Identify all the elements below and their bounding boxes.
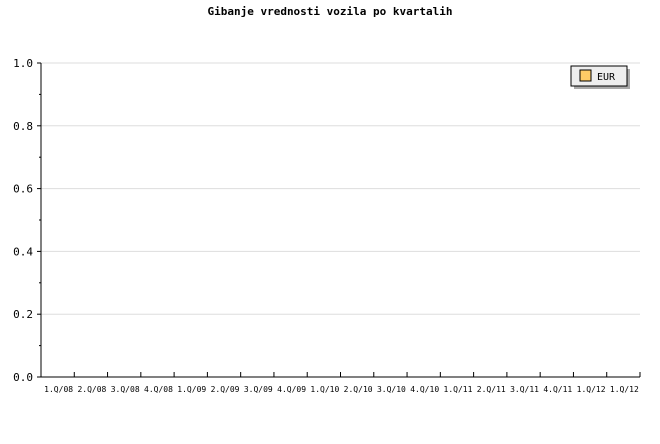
x-tick-label: 2.Q/11 <box>477 385 506 394</box>
y-tick-label: 0.6 <box>13 183 33 196</box>
chart-title: Gibanje vrednosti vozila po kvartalih <box>207 5 452 18</box>
x-tick-label: 1.Q/10 <box>310 385 339 394</box>
x-tick-label: 4.Q/10 <box>410 385 439 394</box>
y-tick-label: 0.2 <box>13 308 33 321</box>
x-tick-label: 4.Q/11 <box>543 385 572 394</box>
x-tick-label: 3.Q/09 <box>244 385 273 394</box>
legend-label-eur: EUR <box>597 72 616 83</box>
x-tick-label: 3.Q/08 <box>111 385 140 394</box>
x-tick-label: 1.Q/12 <box>610 385 639 394</box>
legend-swatch-eur <box>579 69 592 82</box>
y-tick-label: 0.0 <box>13 371 33 384</box>
x-tick-label: 1.Q/12 <box>577 385 606 394</box>
y-tick-label: 0.8 <box>13 120 33 133</box>
x-tick-label: 3.Q/10 <box>377 385 406 394</box>
x-tick-label: 2.Q/09 <box>211 385 240 394</box>
x-tick-label: 1.Q/08 <box>44 385 73 394</box>
legend: EUR <box>570 65 630 89</box>
x-tick-label: 1.Q/09 <box>177 385 206 394</box>
x-tick-label: 4.Q/09 <box>277 385 306 394</box>
y-tick-label: 0.4 <box>13 245 33 258</box>
x-tick-label: 3.Q/11 <box>510 385 539 394</box>
x-tick-label: 1.Q/11 <box>444 385 473 394</box>
x-tick-label: 4.Q/08 <box>144 385 173 394</box>
y-tick-label: 1.0 <box>13 57 33 70</box>
x-tick-label: 2.Q/08 <box>77 385 106 394</box>
x-tick-label: 2.Q/10 <box>344 385 373 394</box>
